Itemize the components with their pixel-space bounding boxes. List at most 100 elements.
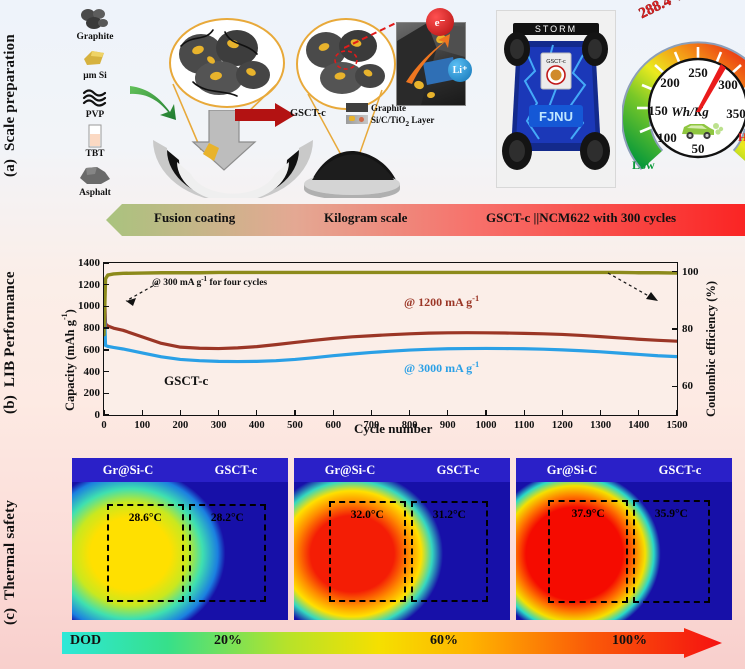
asphalt-chunk-icon bbox=[62, 162, 128, 188]
y-tick-label: 1200 bbox=[78, 278, 100, 291]
panel-b-tag: (b) bbox=[2, 395, 18, 415]
chart-plot-area: @ 300 mA g-1 for four cycles @ 1200 mA g… bbox=[78, 257, 699, 431]
gsct-product-diagram bbox=[290, 18, 410, 198]
x-tickmark bbox=[485, 410, 487, 415]
x-tickmark bbox=[599, 410, 602, 415]
y-tickmark bbox=[104, 370, 109, 373]
y-tick-label: 400 bbox=[83, 365, 101, 378]
legend-label-sictio2: Si/C/TiO2 Layer bbox=[371, 115, 435, 128]
annotation-300ma: @ 300 mA g-1 for four cycles bbox=[152, 275, 268, 289]
material-item-si: μm Si bbox=[62, 45, 128, 82]
process-step-1: Fusion coating bbox=[154, 210, 236, 225]
panel-a-side-label: (a) Scale preparation bbox=[2, 12, 19, 200]
x-tick-label: 1500 bbox=[666, 420, 688, 431]
right-callout-arrow-icon bbox=[607, 272, 658, 301]
process-step-3: GSCT-c ||NCM622 with 300 cycles bbox=[486, 210, 677, 225]
thermal-map-60: 32.0°C 31.2°C bbox=[294, 482, 510, 620]
thermal-image-20: Gr@Si-C GSCT-c 28.6°C 28.2°C bbox=[72, 458, 288, 620]
legend-item-graphite: Graphite bbox=[346, 102, 434, 114]
y-tickmark bbox=[104, 327, 109, 329]
svg-text:150: 150 bbox=[648, 103, 668, 118]
x-tickmark bbox=[561, 410, 564, 415]
chart-y-axis-label-right: Coulombic efficiency (%) bbox=[704, 280, 718, 417]
material-item-asphalt: Asphalt bbox=[62, 162, 128, 199]
legend-label-graphite: Graphite bbox=[371, 103, 406, 113]
y-tick-label: 800 bbox=[83, 322, 101, 335]
graphite-chunk-icon bbox=[62, 6, 128, 32]
ball-mill-diagram bbox=[139, 18, 324, 198]
svg-text:FJNU: FJNU bbox=[539, 109, 573, 124]
thermal-temperature: 32.0°C bbox=[350, 509, 384, 522]
svg-text:STORM: STORM bbox=[535, 24, 577, 34]
thermal-map-20: 28.6°C 28.2°C bbox=[72, 482, 288, 620]
x-tick-label: 400 bbox=[248, 420, 265, 431]
material-label: Asphalt bbox=[79, 188, 111, 198]
left-callout-arrow-icon bbox=[125, 282, 159, 306]
x-tick-label: 600 bbox=[325, 420, 342, 431]
x-tick-label: 100 bbox=[134, 420, 151, 431]
thermal-image-60: Gr@Si-C GSCT-c 32.0°C 31.2°C bbox=[294, 458, 510, 620]
thermal-temperature: 35.9°C bbox=[654, 507, 688, 520]
x-tick-label: 1200 bbox=[551, 420, 573, 431]
y-tick-label: 1000 bbox=[78, 300, 100, 313]
x-tickmark bbox=[638, 410, 640, 415]
svg-text:200: 200 bbox=[660, 75, 680, 90]
annotation-1200ma: @ 1200 mA g-1 bbox=[404, 293, 480, 309]
black-powder-heap-icon bbox=[304, 151, 400, 198]
material-label: TBT bbox=[85, 149, 105, 159]
dod-mark-100: 100% bbox=[612, 633, 647, 648]
charge-transport-arrow-icon bbox=[406, 34, 450, 84]
precursor-aggregate-circle bbox=[169, 18, 285, 108]
y-tickmark-right bbox=[672, 385, 677, 387]
x-tick-label: 800 bbox=[401, 420, 418, 431]
svg-text:300: 300 bbox=[718, 77, 738, 92]
chart-series--3000-ma-g-1 bbox=[104, 291, 677, 364]
dod-mark-20: 20% bbox=[214, 633, 242, 648]
thermal-cell-label: GSCT-c bbox=[436, 462, 480, 477]
materials-list: Graphite μm Si bbox=[62, 6, 128, 201]
electron-label: e⁻ bbox=[434, 16, 446, 29]
thermal-cell-label: GSCT-c bbox=[214, 462, 258, 477]
y-tickmark bbox=[104, 414, 109, 416]
material-label: Graphite bbox=[76, 32, 114, 42]
silicon-flake-icon bbox=[62, 45, 128, 71]
thermal-cell-label: Gr@Si-C bbox=[324, 462, 376, 477]
x-tick-label: 0 bbox=[101, 420, 107, 431]
gauge-low-label: Low bbox=[632, 158, 655, 172]
thermal-temperature: 31.2°C bbox=[432, 509, 466, 522]
y-tickmark bbox=[104, 392, 109, 394]
chart-series-coulombic-efficiency bbox=[104, 270, 677, 337]
thermal-temperature: 28.2°C bbox=[210, 512, 244, 525]
material-label: PVP bbox=[85, 110, 105, 120]
thermal-map-100: 37.9°C 35.9°C bbox=[516, 482, 732, 620]
y-tickmark bbox=[104, 305, 109, 308]
material-item-graphite: Graphite bbox=[62, 6, 128, 43]
thermal-cell-label: GSCT-c bbox=[658, 462, 702, 477]
y-tick-label-right: 100 bbox=[682, 265, 699, 278]
x-tickmark bbox=[408, 410, 411, 415]
svg-text:250: 250 bbox=[688, 65, 708, 80]
dod-title: DOD bbox=[70, 633, 102, 648]
rc-car-photo: STORM GSCT-c FJNU bbox=[496, 10, 616, 188]
process-step-2: Kilogram scale bbox=[324, 210, 408, 225]
thermal-header-60: Gr@Si-C GSCT-c bbox=[294, 458, 510, 482]
x-tick-label: 500 bbox=[287, 420, 303, 431]
y-tickmark-right bbox=[672, 328, 677, 330]
svg-text:100: 100 bbox=[657, 130, 677, 145]
x-tickmark bbox=[217, 410, 220, 415]
thermal-cell-label: Gr@Si-C bbox=[102, 462, 154, 477]
material-item-tbt: TBT bbox=[62, 123, 128, 160]
x-tick-label: 700 bbox=[363, 420, 380, 431]
chart-sample-label: GSCT-c bbox=[164, 373, 209, 388]
panel-c-tag: (c) bbox=[2, 607, 18, 625]
chart-curves bbox=[104, 270, 677, 364]
polymer-wave-icon bbox=[62, 84, 128, 110]
lithium-bubble-icon: Li⁺ bbox=[448, 58, 472, 82]
dod-mark-60: 60% bbox=[430, 633, 458, 648]
material-item-pvp: PVP bbox=[62, 84, 128, 121]
x-tick-label: 900 bbox=[439, 420, 456, 431]
x-tickmark bbox=[447, 410, 449, 415]
x-tickmark bbox=[179, 410, 182, 415]
y-tick-label: 200 bbox=[83, 387, 101, 400]
